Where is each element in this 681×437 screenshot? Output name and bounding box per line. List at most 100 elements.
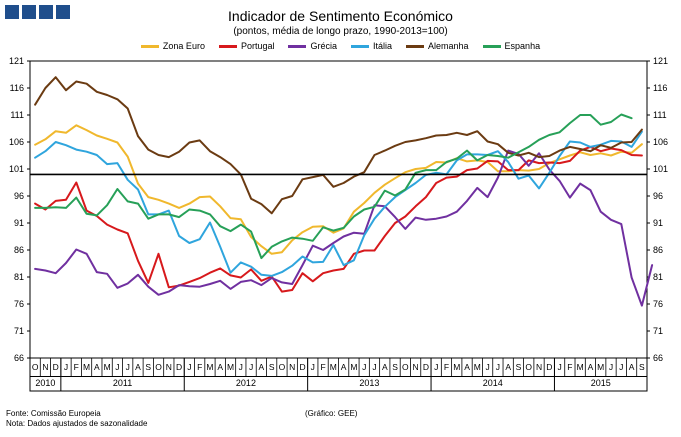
y-tick-label: 111 [10,110,24,120]
month-label: J [609,362,613,372]
y-tick-label: 106 [9,137,24,147]
month-label: F [567,362,572,372]
month-label: S [639,362,645,372]
logo-square [39,5,53,19]
month-label: O [402,362,409,372]
month-label: N [413,362,419,372]
legend-item: Alemanha [406,41,469,51]
month-label: M [206,362,213,372]
month-label: J [126,362,130,372]
month-label: F [320,362,325,372]
month-label: J [372,362,376,372]
legend-item: Itália [351,41,392,51]
legend-swatch [482,44,501,48]
logo-square [22,5,36,19]
y-tick-label: 86 [14,245,24,255]
y-tick-label-right: 71 [653,326,663,336]
month-label: O [279,362,286,372]
month-label: M [104,362,111,372]
month-label: S [516,362,522,372]
month-label: S [392,362,398,372]
year-label: 2014 [483,378,503,388]
legend-swatch [218,44,237,48]
y-tick-label: 76 [14,299,24,309]
chart-title: Indicador de Sentimento Económico [228,8,453,24]
series-line-alemanha [34,76,643,215]
y-tick-label-right: 66 [653,353,663,363]
month-label: S [269,362,275,372]
month-label: N [536,362,542,372]
y-tick-label: 101 [9,164,24,174]
year-label: 2011 [113,378,132,388]
month-label: M [453,362,460,372]
month-label: O [155,362,162,372]
month-label: A [464,362,470,372]
y-tick-label: 71 [14,326,24,336]
y-tick-label: 116 [10,83,24,93]
month-label: D [176,362,182,372]
month-label: D [299,362,305,372]
month-label: J [557,362,561,372]
series-line-zona-euro [34,124,643,255]
month-label: J [239,362,243,372]
legend-item: Portugal [218,41,275,51]
month-label: M [577,362,584,372]
month-label: J [249,362,253,372]
month-label: J [434,362,438,372]
month-label: A [341,362,347,372]
data-note: Nota: Dados ajustados de sazonalidade [6,419,148,428]
y-tick-label: 91 [14,218,24,228]
month-label: M [474,362,481,372]
month-label: A [135,362,141,372]
y-tick-label-right: 101 [653,164,668,174]
month-label: M [350,362,357,372]
month-label: A [588,362,594,372]
legend-swatch [288,44,307,48]
month-label: J [311,362,315,372]
month-label: J [485,362,489,372]
month-label: F [74,362,79,372]
year-label: 2015 [591,378,611,388]
month-label: O [32,362,39,372]
y-tick-label-right: 91 [653,218,663,228]
plot-frame [29,60,648,359]
series-line-it-lia [34,130,643,277]
month-label: F [197,362,202,372]
month-label: M [83,362,90,372]
month-label: D [423,362,429,372]
month-label: S [145,362,151,372]
month-label: M [330,362,337,372]
month-label: A [217,362,223,372]
month-label: A [382,362,388,372]
month-label: A [259,362,265,372]
month-label: J [115,362,119,372]
month-label: N [289,362,295,372]
legend-item: Espanha [482,41,541,51]
series-line-gr-cia [34,149,654,307]
legend-label: Grécia [310,41,337,51]
month-label: A [629,362,635,372]
legend-label: Portugal [240,41,275,51]
month-label: N [166,362,172,372]
chart-credit: (Gráfico: GEE) [305,409,358,418]
legend-swatch [140,44,159,48]
logo-square [56,5,70,19]
month-label: M [597,362,604,372]
legend-item: Zona Euro [140,41,205,51]
y-tick-label-right: 111 [653,110,667,120]
month-label: J [187,362,191,372]
legend-item: Grécia [288,41,337,51]
legend-label: Zona Euro [162,41,205,51]
month-label: A [505,362,511,372]
logo [5,5,70,19]
series-line-espanha [34,113,633,260]
y-tick-label: 121 [9,56,24,66]
month-label: J [64,362,68,372]
y-tick-label-right: 76 [653,299,663,309]
month-label: D [53,362,59,372]
legend-label: Espanha [504,41,541,51]
month-label: F [444,362,449,372]
y-tick-label: 81 [14,272,24,282]
month-label: N [42,362,48,372]
